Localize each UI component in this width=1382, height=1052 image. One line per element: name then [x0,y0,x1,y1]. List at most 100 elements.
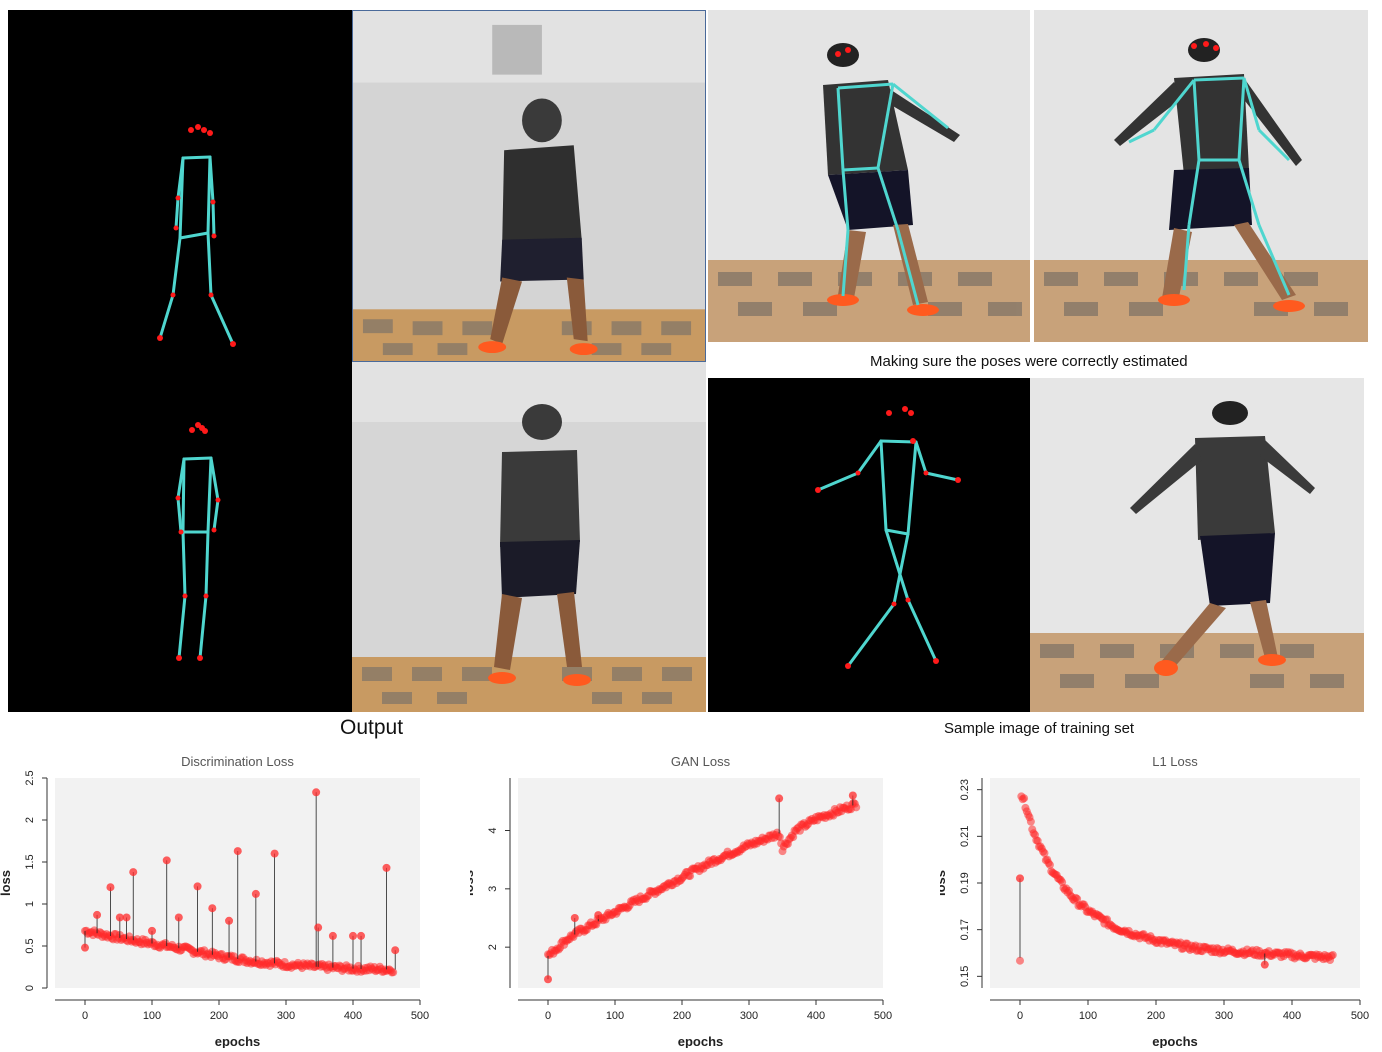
outlier-point [208,904,217,913]
outlier-point [848,791,857,800]
data-point [1040,849,1049,858]
outlier-point [349,931,357,940]
y-tick-label: 0.19 [959,872,971,893]
data-point [1026,817,1035,826]
outlier-point [148,926,156,935]
training-photo-1-figure [708,10,1030,342]
data-point [1016,956,1024,965]
outlier-point [328,931,337,940]
y-axis-label: loss [0,870,13,896]
pose-skeleton-panel-1 [8,10,352,362]
gan-loss-svg: GAN Loss 0 100 200 300 400 500 2 3 4 epochs loss [470,754,892,1048]
x-tick-label: 400 [344,1010,362,1022]
outlier-point [233,847,242,856]
x-tick-label: 0 [545,1010,551,1022]
outlier-point [1016,874,1024,883]
l1-loss-chart: L1 Loss 0 100 200 300 400 500 0.15 0.17 0.19 0.21 0… [940,748,1380,1048]
x-tick-label: 500 [411,1010,429,1022]
outlier-point [129,868,138,877]
outlier-point [391,946,400,955]
pose-skeleton-1 [157,124,236,347]
x-tick-label: 300 [1215,1010,1233,1022]
data-point [1045,860,1054,869]
x-tick-label: 100 [1079,1010,1097,1022]
x-axis-label: epochs [1152,1034,1198,1048]
data-point [1328,950,1337,959]
outlier-point [270,849,279,858]
x-tick-label: 400 [807,1010,825,1022]
data-point [1020,794,1029,803]
chart-title: GAN Loss [671,754,731,769]
outlier-point [93,910,102,919]
outlier-point [122,913,131,922]
y-tick-label: 1 [24,901,36,907]
pose-check-caption: Making sure the poses were correctly est… [870,353,1188,370]
outlier-point [225,916,234,925]
data-point [686,872,695,881]
y-tick-label: 0.5 [24,938,36,953]
training-photo-2 [1034,10,1368,342]
chart-title: L1 Loss [1152,754,1198,769]
outlier-point [570,914,579,922]
pose-skeleton-2 [175,422,221,661]
plot-area [518,778,883,988]
y-tick-label: 1.5 [24,854,36,869]
data-point [389,968,398,977]
data-point [775,832,784,841]
sample-skeleton [815,406,961,669]
outlier-point [544,975,552,984]
generated-output-image-1 [352,10,706,362]
x-tick-label: 500 [874,1010,892,1022]
outlier-point [162,856,171,865]
gan-loss-chart: GAN Loss 0 100 200 300 400 500 2 3 4 epochs loss [470,748,910,1048]
data-point [1073,894,1082,903]
sample-caption: Sample image of training set [944,720,1135,737]
outlier-point [115,913,124,922]
generated-output-image-2 [352,362,706,712]
y-tick-label: 2 [24,817,36,823]
y-tick-label: 0.15 [959,966,971,987]
chart-title: Discrimination Loss [181,754,294,769]
outlier-point [314,923,323,932]
outlier-point [174,913,183,922]
outlier-point [382,863,391,872]
dancer-figure-2 [352,362,706,712]
outlier-point [106,883,115,892]
x-tick-label: 400 [1283,1010,1301,1022]
training-photo-1 [708,10,1030,342]
x-tick-label: 100 [143,1010,161,1022]
outlier-point [193,882,202,891]
outlier-point [81,943,89,952]
y-tick-label: 4 [487,827,499,833]
outlier-point [312,788,321,797]
x-tick-label: 0 [82,1010,88,1022]
y-tick-label: 0 [24,985,36,991]
y-tick-label: 0.21 [959,826,971,847]
pose-skeleton-panel-2 [8,362,352,712]
l1-loss-svg: L1 Loss 0 100 200 300 400 500 0.15 0.17 0.19 0.21 0… [940,754,1369,1048]
discrimination-loss-svg: Discrimination Loss 0 100 200 300 400 500 0 0.5 1… [0,754,429,1048]
y-tick-label: 0.17 [959,919,971,940]
x-tick-label: 200 [673,1010,691,1022]
data-point [852,803,861,812]
sample-training-photo [1030,378,1364,712]
sample-skeleton-panel [708,378,1030,712]
training-photo-2-figure [1034,10,1368,342]
y-axis-label: loss [470,870,476,896]
x-tick-label: 0 [1017,1010,1023,1022]
y-tick-label: 3 [487,886,499,892]
data-point [789,833,798,842]
outlier-point [1260,960,1269,969]
outlier-point [357,931,366,940]
x-axis-label: epochs [215,1034,261,1048]
dancer-figure-1 [353,11,705,361]
output-caption: Output [340,716,404,739]
y-axis-label: loss [940,870,948,896]
x-axis-label: epochs [678,1034,724,1048]
x-tick-label: 200 [1147,1010,1165,1022]
x-tick-label: 300 [277,1010,295,1022]
outlier-point [594,911,603,920]
x-tick-label: 200 [210,1010,228,1022]
y-tick-label: 2 [487,944,499,950]
discrimination-loss-chart: Discrimination Loss 0 100 200 300 400 500 0 0.5 1… [0,748,440,1048]
